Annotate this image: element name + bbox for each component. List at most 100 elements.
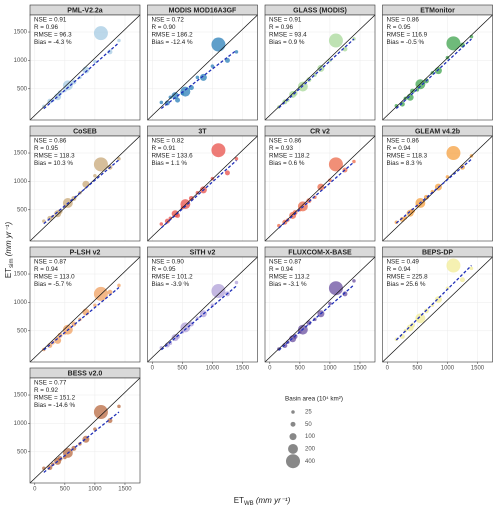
stat-label: RMSE = 225.8 [387,274,429,281]
stat-label: RMSE = 113.0 [34,274,75,281]
fit-line [160,49,237,109]
stat-label: R = 0.92 [34,387,58,394]
panel-title: CR v2 [310,128,330,135]
legend-label: 400 [305,459,316,465]
one-to-one-line [382,257,493,362]
point [164,218,170,224]
fit-line [43,411,120,473]
stat-label: RMSE = 113.2 [269,274,310,281]
x-tick-label: 500 [295,366,306,372]
point [434,296,442,304]
point [117,404,121,409]
point [469,266,474,271]
x-tick-label: 1500 [118,487,132,493]
one-to-one-line [147,15,258,120]
stat-label: Bias = -5.7 % [34,281,72,288]
panel-title: PML-V2.2a [67,7,103,14]
x-tick-label: 0 [33,487,37,493]
panel-title: P-LSH v2 [70,249,101,256]
y-tick-label: 1000 [14,300,28,306]
x-tick-label: 0 [151,366,155,372]
stat-label: NSE = 0.77 [34,380,67,387]
stat-label: NSE = 0.86 [269,138,302,145]
x-tick-label: 500 [60,487,71,493]
one-to-one-line [382,15,493,120]
stat-label: RMSE = 101.2 [152,274,194,281]
point [54,336,62,344]
stat-label: Bias = 0.6 % [269,160,305,167]
stat-label: NSE = 0.86 [387,138,420,145]
x-title-main: ET [234,496,244,505]
point [199,73,207,81]
panel-border [29,135,141,242]
point [93,157,108,172]
point [93,405,108,420]
x-tick-label: 500 [177,366,188,372]
panel-title: BEPS-DP [422,249,453,256]
point [171,92,179,100]
x-tick-label: 1500 [236,366,250,372]
x-tick-label: 0 [268,366,272,372]
stat-label: Bias = 10.3 % [34,160,73,167]
x-title-unit: (mm yr⁻¹) [254,496,291,505]
x-axis-title: ETWB (mm yr⁻¹) [234,496,291,506]
panel-title: ETMonitor [420,7,455,14]
panel-marks [265,136,375,241]
stat-label: R = 0.95 [152,266,176,273]
point [234,50,239,54]
size-legend-title: Basin area (10⁴ km²) [285,396,343,403]
panel-border [147,135,258,242]
stat-label: NSE = 0.86 [387,17,420,24]
one-to-one-line [30,378,140,483]
y-axis-title: ETsim (mm yr⁻¹) [4,222,14,279]
stat-label: Bias = -14.6 % [34,402,76,409]
y-tick-label: 1500 [14,151,28,157]
stat-label: RMSE = 96.3 [34,32,72,39]
stat-label: RMSE = 186.2 [152,32,194,39]
stat-label: RMSE = 116.9 [387,32,428,39]
y-tick-label: 1000 [14,421,28,427]
point [93,303,97,307]
stat-label: RMSE = 118.3 [34,153,75,160]
point [107,418,113,424]
legend-circle [291,410,295,414]
stat-label: Bias = 1.1 % [152,160,188,167]
panel-marks [382,15,493,120]
point [415,313,426,324]
fit-line [43,42,120,110]
point [62,80,73,91]
y-tick-label: 1500 [14,30,28,36]
stat-label: R = 0.94 [269,266,293,273]
point [446,258,461,273]
point [415,88,420,92]
y-title-unit: (mm yr⁻¹) [4,222,13,259]
fit-line [278,38,355,109]
one-to-one-line [265,15,375,120]
legend-label: 50 [305,422,312,428]
point [180,199,191,210]
x-tick-label: 1000 [323,366,337,372]
stat-label: Bias = 25.6 % [387,281,426,288]
panel-border [264,14,376,121]
point [399,101,405,107]
y-title-main: ET [4,268,13,278]
point [410,322,416,328]
stat-label: NSE = 0.91 [269,17,302,24]
stat-label: NSE = 0.90 [152,259,185,266]
panel-title: 3T [198,128,207,135]
stat-label: RMSE = 151.2 [34,395,76,402]
point [93,26,108,41]
y-tick-label: 1000 [14,179,28,185]
point [352,279,356,283]
point [159,222,164,226]
x-tick-label: 1500 [353,366,367,372]
x-tick-label: 500 [412,366,423,372]
x-tick-label: 0 [386,366,390,372]
point [117,38,121,43]
stat-label: NSE = 0.87 [34,259,67,266]
point [107,49,113,55]
stat-label: R = 0.94 [387,266,411,273]
point [352,159,356,164]
y-tick-label: 1000 [14,58,28,64]
